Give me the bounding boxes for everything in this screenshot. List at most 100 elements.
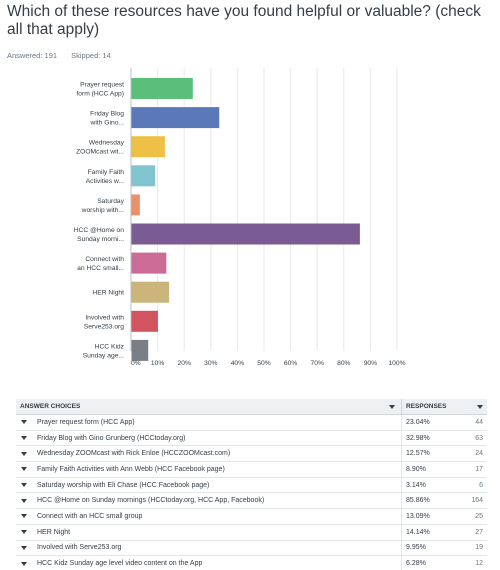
answer-choice-label: HER Night	[37, 528, 71, 536]
category-label: Sunday morni...	[77, 236, 124, 243]
answer-choice-label: Involved with Serve253.org	[37, 544, 122, 552]
expand-arrow-icon[interactable]	[21, 498, 27, 503]
responses-header-label: RESPONSES	[406, 403, 447, 410]
table-row: Prayer request form (HCC App) 23.04% 44	[16, 415, 487, 431]
category-label: an HCC small...	[77, 265, 124, 272]
bar	[131, 252, 167, 274]
category-label: form (HCC App)	[76, 91, 124, 98]
category-label: HER Night	[92, 290, 124, 297]
response-count: 27	[475, 528, 483, 536]
table-row: HER Night 14.14% 27	[16, 524, 487, 541]
table-row: HCC @Home on Sunday mornings (HCCtoday.o…	[16, 493, 487, 510]
sort-down-icon[interactable]	[477, 405, 483, 409]
category-label: Connect with	[85, 256, 124, 263]
x-tick-label: 90%	[364, 360, 377, 367]
table-row: Involved with Serve253.org 9.95% 19	[16, 540, 487, 557]
bar-chart: Prayer request form (HCC App) Friday Blog w…	[74, 68, 406, 367]
answer-choice-cell: Prayer request form (HCC App)	[16, 415, 401, 430]
response-percent: 9.95%	[401, 540, 448, 556]
expand-arrow-icon[interactable]	[21, 483, 27, 488]
response-count: 17	[475, 465, 483, 473]
answer-choice-label: HCC @Home on Sunday mornings (HCCtoday.o…	[37, 497, 265, 505]
answer-choices-header[interactable]: ANSWER CHOICES	[16, 399, 401, 414]
answer-choice-label: Friday Blog with Gino Grunberg (HCCtoday…	[37, 434, 186, 442]
answer-table: ANSWER CHOICES RESPONSES Prayer request …	[16, 399, 487, 570]
expand-arrow-icon[interactable]	[21, 545, 27, 550]
x-tick-label: 30%	[204, 360, 217, 367]
category-label: HCC Kidz	[95, 343, 125, 350]
x-tick-label: 80%	[337, 360, 350, 367]
response-percent: 14.14%	[401, 524, 448, 540]
table-row: Family Faith Activities with Ann Webb (H…	[16, 462, 487, 478]
bar	[131, 78, 193, 99]
x-tick-label: 100%	[388, 360, 405, 367]
answer-choice-label: Family Faith Activities with Ann Webb (H…	[37, 465, 225, 473]
responses-sort[interactable]	[448, 399, 487, 414]
x-tick-label: 10%	[151, 360, 164, 367]
table-row: Friday Blog with Gino Grunberg (HCCtoday…	[16, 430, 487, 447]
response-count: 19	[475, 544, 483, 552]
answer-choice-label: Saturday worship with Eli Chase (HCC Fac…	[37, 481, 210, 489]
answer-choice-cell: Friday Blog with Gino Grunberg (HCCtoday…	[16, 431, 401, 446]
table-row: Connect with an HCC small group 13.09% 25	[16, 509, 487, 525]
response-count: 12	[475, 560, 483, 568]
x-tick-label: 0%	[131, 360, 141, 367]
response-count: 63	[475, 434, 483, 442]
expand-arrow-icon[interactable]	[21, 530, 27, 535]
answer-choice-cell: Wednesday ZOOMcast with Rick Enloe (HCCZ…	[16, 446, 401, 461]
skipped-count: Skipped: 14	[71, 51, 111, 60]
answer-choice-cell: Saturday worship with Eli Chase (HCC Fac…	[16, 478, 401, 493]
category-label: Prayer request	[80, 82, 124, 89]
answer-choice-label: Connect with an HCC small group	[37, 512, 143, 520]
expand-arrow-icon[interactable]	[21, 436, 27, 441]
answer-choice-cell: HCC @Home on Sunday mornings (HCCtoday.o…	[16, 493, 401, 508]
category-label: Wednesday	[89, 140, 125, 147]
answer-choice-cell: HER Night	[16, 525, 401, 540]
answer-choice-label: Wednesday ZOOMcast with Rick Enloe (HCCZ…	[37, 450, 231, 458]
expand-arrow-icon[interactable]	[21, 467, 27, 472]
bar	[131, 339, 149, 361]
category-label: Sunday age...	[83, 352, 124, 359]
response-count: 25	[475, 512, 483, 520]
table-row: Saturday worship with Eli Chase (HCC Fac…	[16, 477, 487, 494]
response-count: 6	[479, 481, 483, 489]
response-count: 164	[471, 497, 483, 505]
sort-down-icon[interactable]	[389, 405, 395, 409]
table-body: Prayer request form (HCC App) 23.04% 44 Fri…	[16, 415, 487, 570]
expand-arrow-icon[interactable]	[21, 561, 27, 566]
category-label: Serve253.org	[84, 323, 124, 330]
response-percent: 32.98%	[401, 430, 448, 446]
bar	[131, 281, 170, 303]
response-count: 44	[475, 418, 483, 426]
response-percent: 3.14%	[401, 477, 448, 493]
bar	[131, 165, 156, 187]
answer-choice-cell: Family Faith Activities with Ann Webb (H…	[16, 462, 401, 477]
category-label: ZOOMcast wit...	[76, 149, 124, 156]
response-percent: 8.90%	[401, 462, 448, 477]
category-label: Family Faith	[88, 169, 125, 176]
answer-choice-label: HCC Kidz Sunday age level video content …	[37, 560, 203, 568]
table-row: HCC Kidz Sunday age level video content …	[16, 556, 487, 570]
response-percent: 6.28%	[401, 556, 448, 570]
category-label: worship with...	[81, 207, 125, 214]
expand-arrow-icon[interactable]	[21, 420, 27, 425]
expand-arrow-icon[interactable]	[21, 514, 27, 519]
x-tick-label: 60%	[284, 360, 297, 367]
x-tick-label: 50%	[257, 360, 270, 367]
answer-choice-cell: HCC Kidz Sunday age level video content …	[16, 556, 401, 570]
responses-header[interactable]: RESPONSES	[401, 399, 448, 414]
category-label: Saturday	[97, 198, 124, 205]
response-stats: Answered: 191 Skipped: 14	[7, 51, 111, 60]
category-label: Involved with	[85, 314, 124, 321]
x-tick-label: 70%	[311, 360, 324, 367]
response-percent: 12.57%	[401, 446, 448, 462]
category-label: Friday Blog	[90, 111, 124, 118]
answer-choice-label: Prayer request form (HCC App)	[37, 418, 135, 426]
response-count: 24	[475, 450, 483, 458]
answer-choice-cell: Involved with Serve253.org	[16, 541, 401, 556]
bar	[131, 310, 158, 332]
expand-arrow-icon[interactable]	[21, 451, 27, 456]
response-percent: 13.09%	[401, 509, 448, 524]
x-tick-label: 40%	[231, 360, 244, 367]
x-tick-label: 20%	[178, 360, 191, 367]
